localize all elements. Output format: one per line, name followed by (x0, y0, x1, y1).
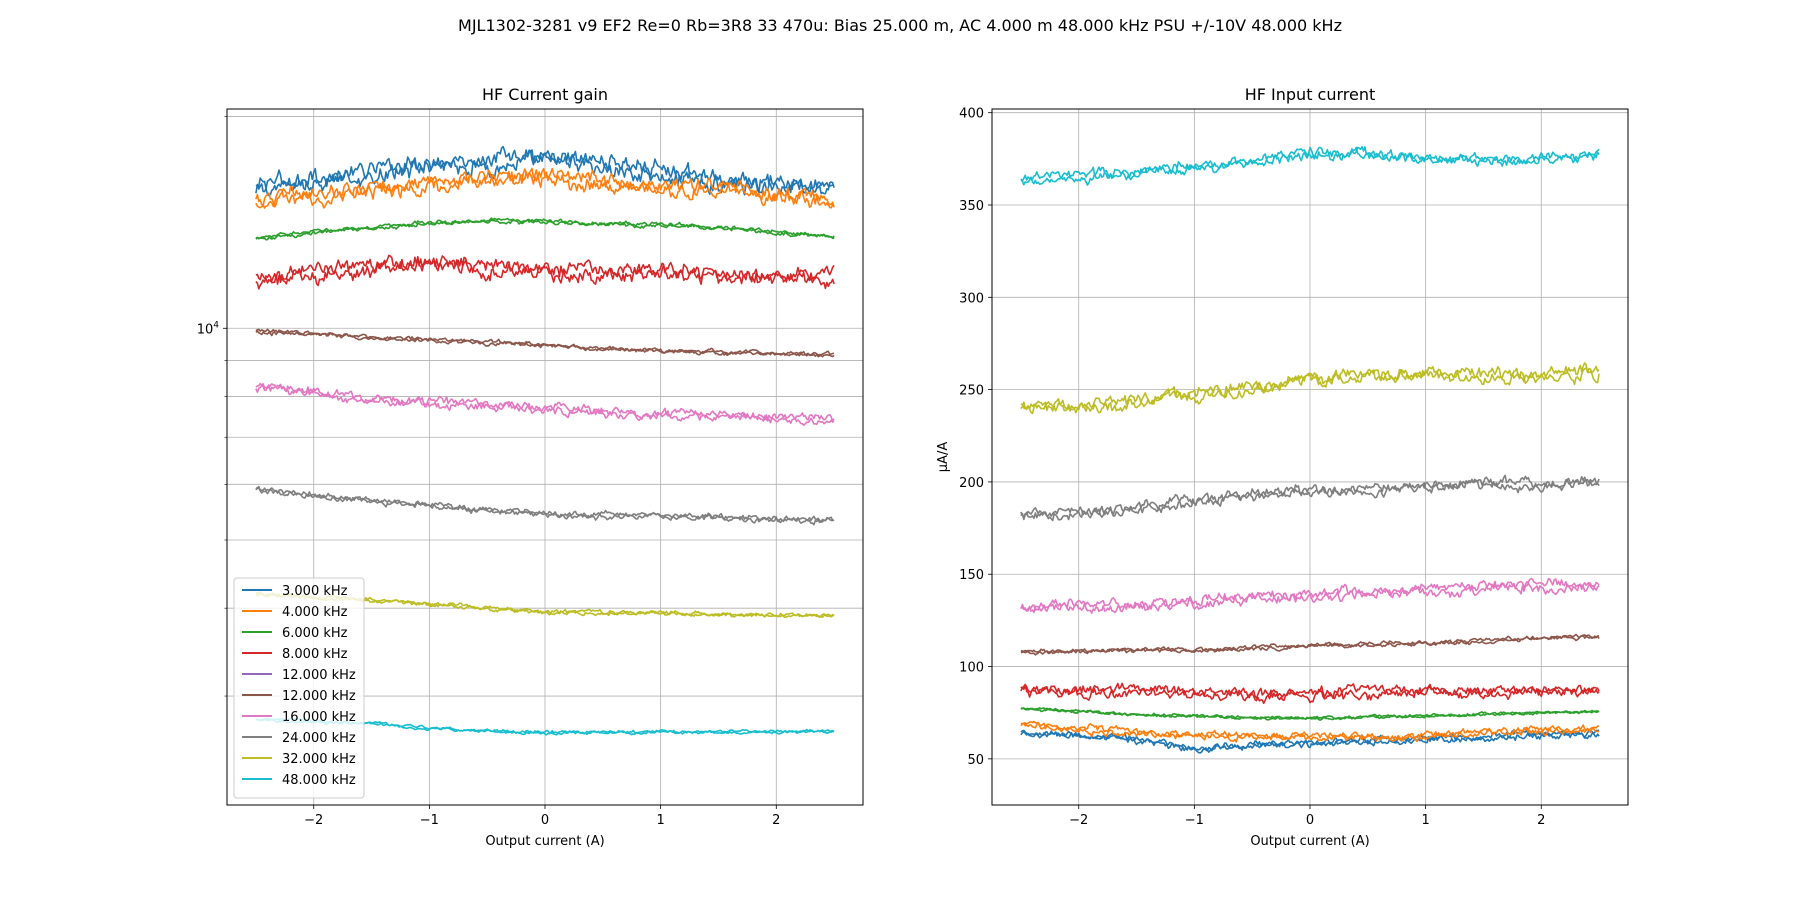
series-line (1020, 362, 1600, 415)
x-axis-label: Output current (A) (1250, 834, 1369, 849)
axes-input-current: HF Input current −2 −1 0 1 25010015020025030… (936, 85, 1629, 849)
legend-entry: 3.000 kHz (282, 584, 348, 599)
figure-suptitle: MJL1302-3281 v9 EF2 Re=0 Rb=3R8 33 470u:… (458, 16, 1342, 35)
series-line (255, 383, 835, 422)
legend-entry: 48.000 kHz (282, 773, 356, 788)
series-line (1020, 474, 1600, 518)
legend-entry: 12.000 kHz (282, 668, 356, 683)
series-line (255, 254, 835, 290)
series-line (1020, 633, 1600, 656)
x-tick-label: 2 (772, 813, 780, 828)
y-tick-label: 100 (959, 661, 984, 676)
series-line (255, 218, 835, 241)
series-line (255, 328, 835, 358)
series-line (255, 255, 835, 290)
series-line (1020, 579, 1600, 614)
y-tick-label: 350 (959, 199, 984, 214)
series-line (255, 382, 835, 427)
series-line (1020, 720, 1600, 742)
series-line (1020, 146, 1600, 182)
series-line (1020, 707, 1600, 721)
series-line (1020, 682, 1600, 705)
y-tick-label: 250 (959, 384, 984, 399)
y-tick-label: 50 (967, 753, 984, 768)
y-tick-label: 150 (959, 568, 984, 583)
y-tick-label: 400 (959, 107, 984, 122)
series-line (1020, 721, 1600, 743)
series-line (1020, 146, 1600, 186)
series-line (1020, 365, 1600, 414)
series-group (255, 145, 835, 736)
x-tick-label: −2 (304, 813, 323, 828)
series-line (1020, 634, 1600, 655)
x-tick-label: 0 (541, 813, 549, 828)
series-line (1020, 683, 1600, 704)
legend-entry: 32.000 kHz (282, 752, 356, 767)
series-line (1020, 729, 1600, 754)
legend-entry: 12.000 kHz (282, 689, 356, 704)
x-tick-label: 1 (656, 813, 664, 828)
legend-entry: 8.000 kHz (282, 647, 348, 662)
x-tick-label: 1 (1421, 813, 1429, 828)
series-line (1020, 729, 1600, 752)
axes-title: HF Current gain (482, 85, 608, 104)
legend-entry: 6.000 kHz (282, 626, 348, 641)
grid (992, 109, 1628, 805)
legend-entry: 16.000 kHz (282, 710, 356, 725)
legend-entry: 24.000 kHz (282, 731, 356, 746)
x-tick-label: −1 (420, 813, 439, 828)
x-tick-label: −1 (1185, 813, 1204, 828)
x-tick-label: 0 (1306, 813, 1314, 828)
x-tick-label: 2 (1537, 813, 1545, 828)
x-axis-label: Output current (A) (485, 834, 604, 849)
series-line (255, 169, 835, 209)
legend-entry: 4.000 kHz (282, 605, 348, 620)
series-line (255, 145, 835, 195)
series-group (1020, 146, 1600, 754)
y-tick-label: 300 (959, 291, 984, 306)
series-line (255, 486, 835, 524)
axes-title: HF Input current (1245, 85, 1376, 104)
legend: 3.000 kHz 4.000 kHz 6.000 kHz 8.000 kHz 12.0… (233, 577, 365, 799)
y-tick-label: 200 (959, 476, 984, 491)
series-line (1020, 475, 1600, 522)
y-axis-label: µA/A (936, 442, 951, 473)
x-tick-label: −2 (1069, 813, 1088, 828)
